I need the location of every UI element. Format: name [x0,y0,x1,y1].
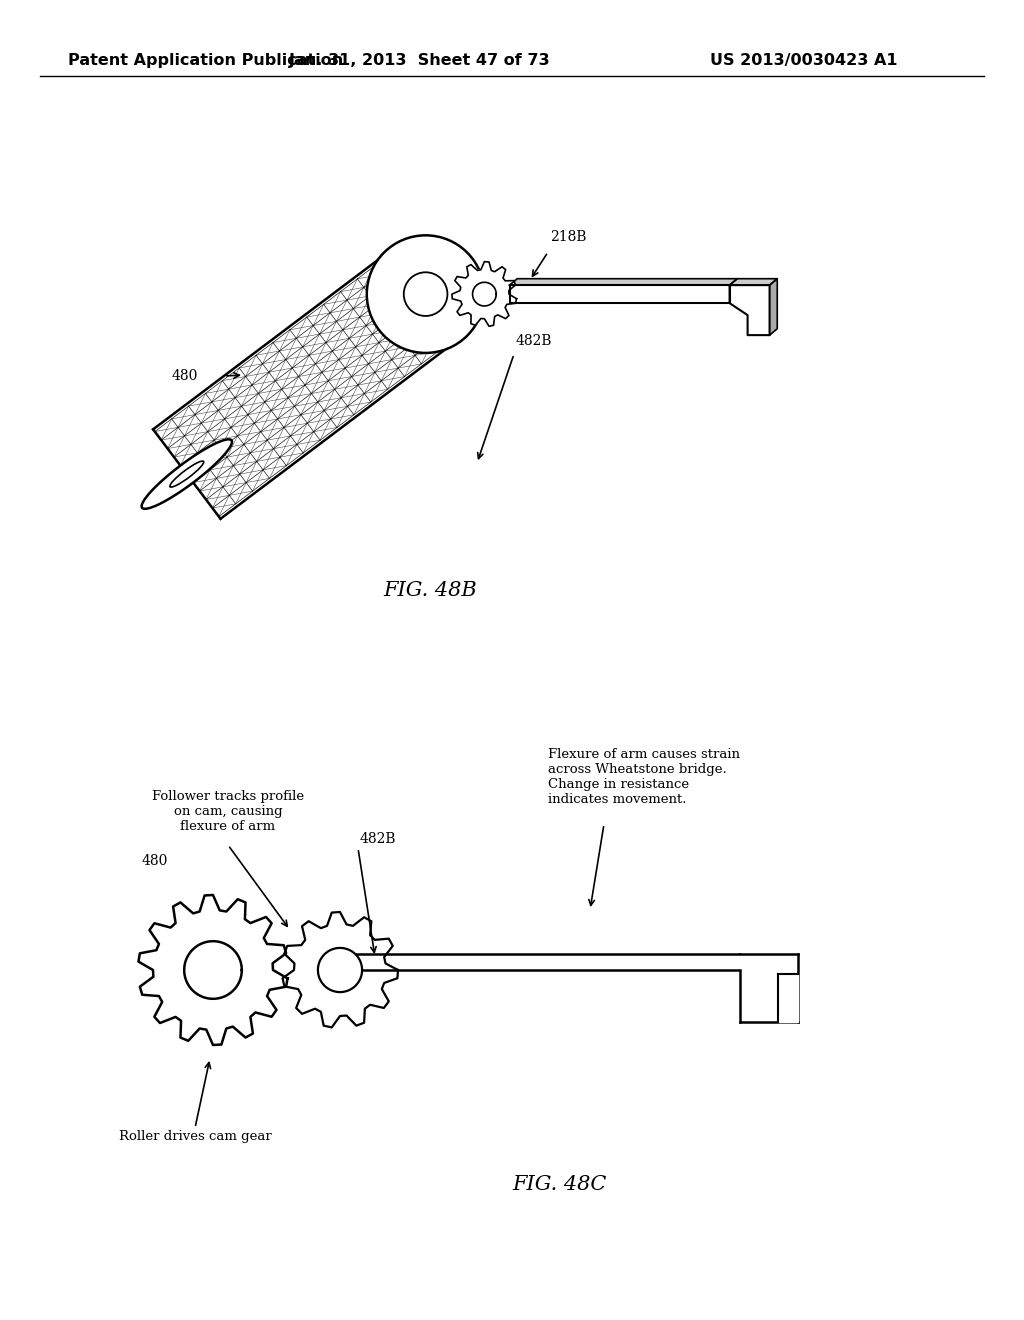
Ellipse shape [141,440,232,508]
Polygon shape [154,251,457,519]
Text: 480: 480 [142,854,168,869]
Polygon shape [138,895,288,1045]
Polygon shape [770,279,777,335]
Ellipse shape [403,272,447,315]
Text: 482B: 482B [360,832,396,846]
Text: Jan. 31, 2013  Sheet 47 of 73: Jan. 31, 2013 Sheet 47 of 73 [289,53,551,67]
Polygon shape [283,912,398,1027]
Ellipse shape [367,235,484,352]
Polygon shape [184,941,242,999]
Text: FIG. 48C: FIG. 48C [513,1176,607,1195]
Polygon shape [740,954,798,1022]
Text: US 2013/0030423 A1: US 2013/0030423 A1 [710,53,897,67]
Text: Patent Application Publication: Patent Application Publication [68,53,343,67]
Ellipse shape [170,461,204,487]
Text: Flexure of arm causes strain
across Wheatstone bridge.
Change in resistance
indi: Flexure of arm causes strain across Whea… [548,748,740,807]
Polygon shape [452,261,516,326]
Polygon shape [778,974,798,1022]
Polygon shape [729,279,777,285]
Text: Roller drives cam gear: Roller drives cam gear [119,1130,271,1143]
Text: Follower tracks profile
on cam, causing
flexure of arm: Follower tracks profile on cam, causing … [152,789,304,833]
Polygon shape [510,285,729,304]
Text: 482B: 482B [516,334,553,348]
Polygon shape [510,279,737,285]
Text: 218B: 218B [550,230,587,244]
Polygon shape [317,948,362,993]
Polygon shape [729,285,770,335]
Polygon shape [355,954,740,970]
Polygon shape [472,282,497,306]
Text: FIG. 48B: FIG. 48B [383,581,477,599]
Text: 480: 480 [172,370,199,383]
